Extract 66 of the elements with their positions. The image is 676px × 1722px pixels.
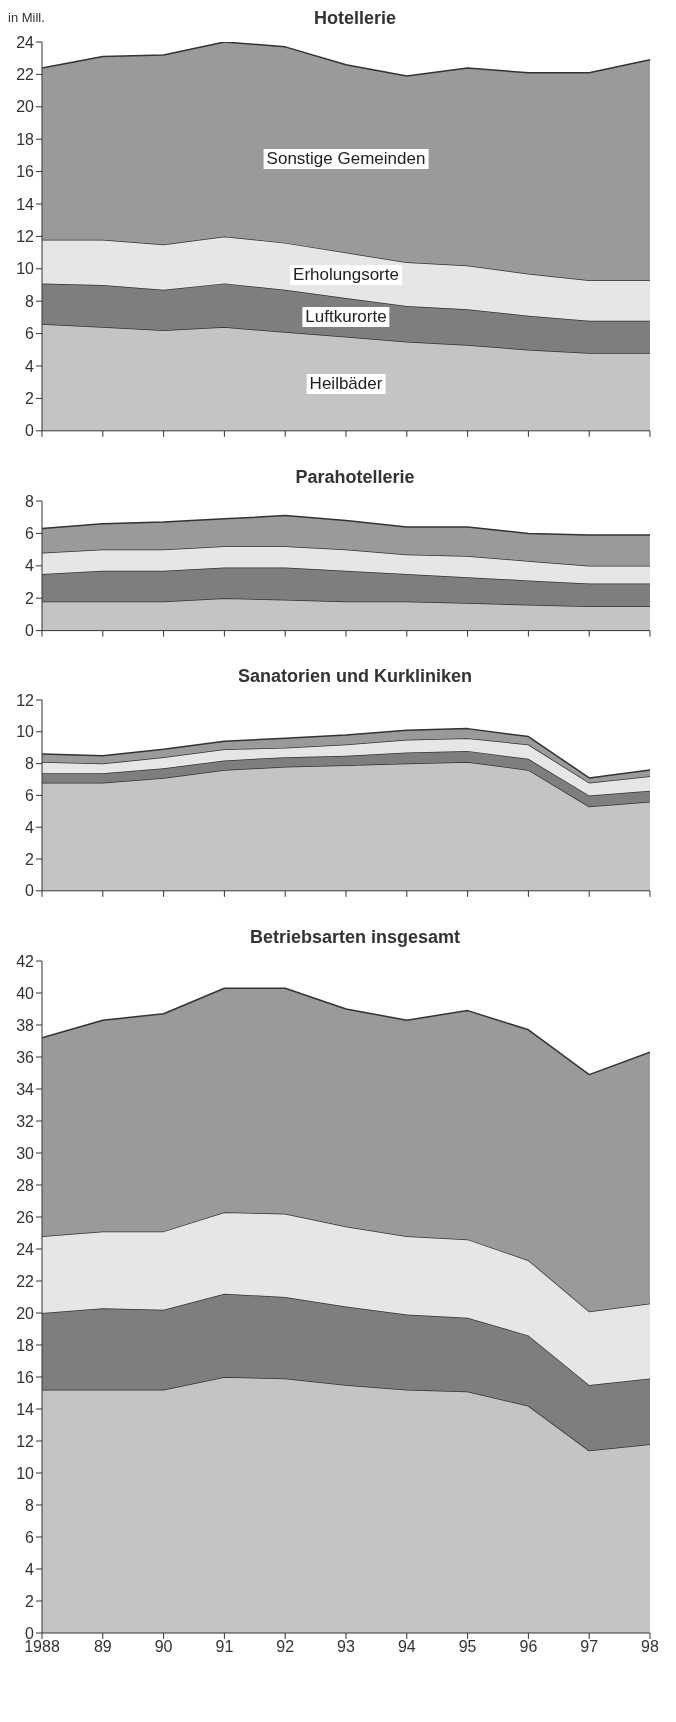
x-tick-label: 92 xyxy=(276,1638,295,1656)
y-tick-label: 14 xyxy=(16,195,35,213)
y-tick-label: 6 xyxy=(25,787,35,805)
y-tick-label: 24 xyxy=(16,1240,35,1258)
y-tick-label: 16 xyxy=(16,1368,35,1386)
y-tick-label: 0 xyxy=(25,882,35,900)
y-tick-label: 10 xyxy=(16,260,35,278)
y-tick-label: 20 xyxy=(16,1304,35,1322)
y-tick-label: 32 xyxy=(16,1112,35,1130)
x-tick-label: 97 xyxy=(580,1638,599,1656)
y-tick-label: 28 xyxy=(16,1176,35,1194)
y-tick-label: 2 xyxy=(25,589,35,607)
series-label: Sonstige Gemeinden xyxy=(263,148,429,169)
y-tick-label: 22 xyxy=(16,1272,35,1290)
y-tick-label: 8 xyxy=(25,292,35,310)
y-tick-label: 10 xyxy=(16,723,35,741)
y-tick-label: 36 xyxy=(16,1048,35,1066)
x-tick-label: 89 xyxy=(93,1638,112,1656)
chart-title: Betriebsarten insgesamt xyxy=(248,927,462,950)
x-tick-label: 96 xyxy=(519,1638,538,1656)
y-tick-label: 6 xyxy=(25,1528,35,1546)
x-tick-label: 93 xyxy=(337,1638,355,1656)
chart-title: Parahotellerie xyxy=(294,466,416,489)
y-tick-label: 0 xyxy=(25,422,35,440)
y-tick-label: 10 xyxy=(16,1464,35,1482)
x-tick-label: 95 xyxy=(458,1638,477,1656)
y-tick-label: 18 xyxy=(16,130,35,148)
y-tick-label: 0 xyxy=(25,622,35,640)
x-tick-label: 98 xyxy=(641,1638,659,1656)
x-tick-label: 91 xyxy=(215,1638,234,1656)
y-tick-label: 40 xyxy=(16,984,35,1002)
y-tick-label: 12 xyxy=(16,692,35,710)
x-tick-label: 90 xyxy=(154,1638,173,1656)
y-tick-label: 42 xyxy=(16,952,35,970)
y-tick-label: 26 xyxy=(16,1208,35,1226)
series-label: Erholungsorte xyxy=(290,265,402,286)
y-tick-label: 4 xyxy=(25,557,35,575)
y-tick-label: 6 xyxy=(25,524,35,542)
y-tick-label: 16 xyxy=(16,163,35,181)
series-label: Heilbäder xyxy=(306,373,386,394)
chart-title: Sanatorien und Kurkliniken xyxy=(236,666,473,689)
y-tick-label: 18 xyxy=(16,1336,35,1354)
y-tick-label: 6 xyxy=(25,325,35,343)
y-tick-label: 8 xyxy=(25,492,35,510)
y-tick-label: 24 xyxy=(16,33,35,51)
y-tick-label: 14 xyxy=(16,1400,35,1418)
y-tick-label: 34 xyxy=(16,1080,35,1098)
y-tick-label: 38 xyxy=(16,1016,35,1034)
chart-title: Hotellerie xyxy=(313,8,397,28)
y-tick-label: 12 xyxy=(16,1432,35,1450)
y-tick-label: 4 xyxy=(25,1560,35,1578)
y-tick-label: 2 xyxy=(25,1592,35,1610)
y-tick-label: 2 xyxy=(25,851,35,869)
y-tick-label: 4 xyxy=(25,357,35,375)
x-tick-label: 94 xyxy=(397,1638,416,1656)
y-tick-label: 12 xyxy=(16,228,35,246)
y-tick-label: 20 xyxy=(16,98,35,116)
y-tick-label: 8 xyxy=(25,1496,35,1514)
y-tick-label: 2 xyxy=(25,390,35,408)
series-label: Luftkurorte xyxy=(302,307,390,328)
y-tick-label: 22 xyxy=(16,66,35,84)
y-tick-label: 8 xyxy=(25,755,35,773)
y-tick-label: 4 xyxy=(25,819,35,837)
y-axis-title: in Mill. xyxy=(8,10,45,25)
y-tick-label: 30 xyxy=(16,1144,35,1162)
x-tick-label: 1988 xyxy=(24,1638,60,1656)
